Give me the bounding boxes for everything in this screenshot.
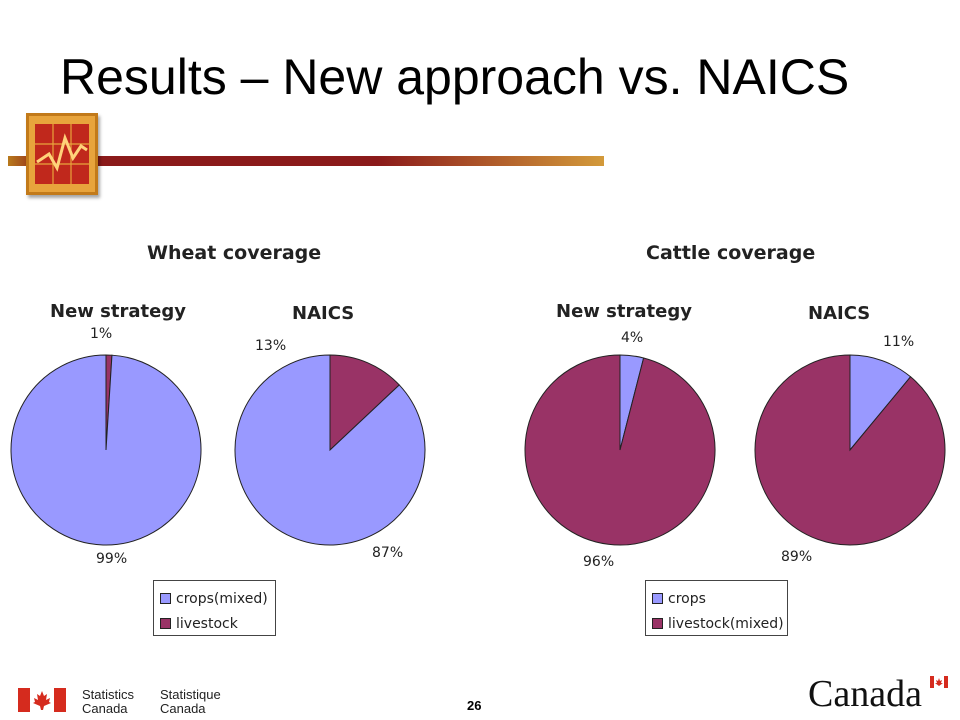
- legend-label: livestock(mixed): [668, 615, 784, 632]
- footer-en-line2: Canada: [82, 701, 128, 716]
- pie-slice-crops: [849, 354, 912, 452]
- chart-logo-icon: [26, 113, 98, 195]
- pie-slice-crops-mixed: [234, 354, 426, 546]
- data-label-wheat-new-crops: 99%: [96, 551, 128, 567]
- legend-item-crops-mixed: crops(mixed): [160, 586, 269, 611]
- chart-title-cattle: Cattle coverage: [646, 242, 816, 264]
- footer-statistics-canada-en: Statistics Canada: [82, 688, 134, 716]
- data-label-cattle-naics-crops: 11%: [883, 334, 915, 350]
- legend-label: crops(mixed): [176, 590, 268, 607]
- data-label-cattle-new-crops: 4%: [621, 330, 644, 346]
- legend-item-livestock-mixed: livestock(mixed): [652, 611, 784, 636]
- footer-fr-line2: Canada: [160, 701, 206, 716]
- pie-wheat-new: [10, 354, 202, 546]
- legend-swatch-crops: [160, 593, 171, 604]
- legend-item-livestock: livestock: [160, 611, 269, 636]
- pie-title-cattle-naics: NAICS: [808, 303, 871, 324]
- legend-label: livestock: [176, 615, 238, 632]
- pie-slice-livestock-mixed: [754, 354, 946, 546]
- legend-label: crops: [668, 590, 706, 607]
- chart-title-wheat: Wheat coverage: [147, 242, 322, 264]
- data-label-cattle-new-livestock: 96%: [583, 554, 615, 570]
- data-label-wheat-naics-crops: 87%: [372, 545, 404, 561]
- pie-slice-crops-mixed: [10, 354, 202, 546]
- chart-logo-inner: [35, 124, 89, 184]
- slide-title: Results – New approach vs. NAICS: [60, 49, 850, 105]
- legend-item-crops: crops: [652, 586, 781, 611]
- legend-swatch-crops: [652, 593, 663, 604]
- pie-title-cattle-new: New strategy: [556, 301, 692, 322]
- data-label-wheat-naics-livestock: 13%: [255, 338, 287, 354]
- legend-cattle: crops livestock(mixed): [645, 580, 788, 636]
- title-underline-bar: [8, 156, 604, 166]
- line-chart-icon: [35, 124, 89, 184]
- wordmark-flag-icon: [930, 676, 948, 688]
- legend-swatch-livestock: [652, 618, 663, 629]
- pie-slice-livestock-mixed: [524, 354, 716, 546]
- footer-en-line1: Statistics: [82, 687, 135, 702]
- canada-flag-icon: [18, 688, 66, 712]
- legend-swatch-livestock: [160, 618, 171, 629]
- pie-wheat-naics: [234, 354, 426, 546]
- pie-cattle-new: [524, 354, 716, 546]
- pie-title-wheat-naics: NAICS: [292, 303, 355, 324]
- footer-fr-line1: Statistique: [160, 687, 221, 702]
- data-label-cattle-naics-livestock: 89%: [781, 549, 813, 565]
- pie-slice-livestock: [329, 354, 400, 452]
- footer-statistique-canada-fr: Statistique Canada: [160, 688, 221, 716]
- data-label-wheat-new-livestock: 1%: [90, 326, 113, 342]
- canada-wordmark: Canada: [808, 673, 922, 715]
- pie-title-wheat-new: New strategy: [50, 301, 186, 322]
- legend-wheat: crops(mixed) livestock: [153, 580, 276, 636]
- page-number: 26: [467, 698, 482, 713]
- pie-cattle-naics: [754, 354, 946, 546]
